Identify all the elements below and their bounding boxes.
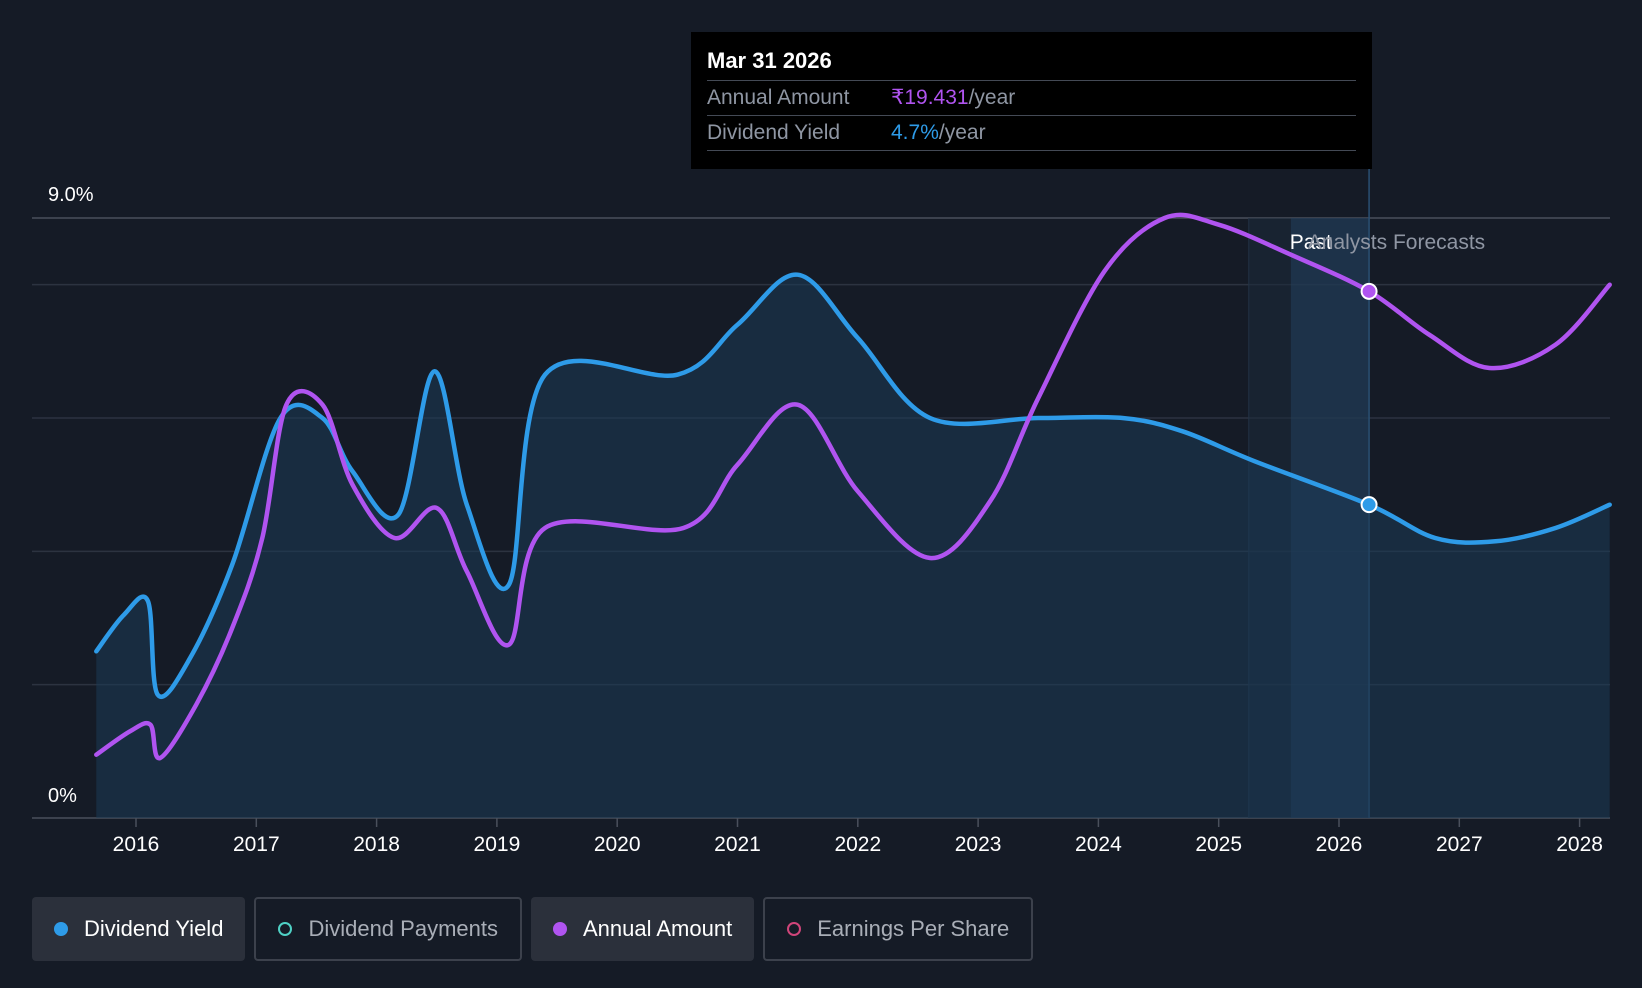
y-axis-label-bottom: 0% <box>48 785 77 807</box>
tooltip-label: Dividend Yield <box>707 121 841 144</box>
legend-dividend-payments[interactable]: Dividend Payments <box>254 897 522 961</box>
dividend-yield-line <box>94 272 1612 699</box>
y-axis-label-top: 9.0% <box>48 184 94 206</box>
x-tick-label: 2024 <box>1075 833 1122 856</box>
x-tick-label: 2027 <box>1436 833 1483 856</box>
x-tick-label: 2023 <box>955 833 1002 856</box>
annual-amount-line <box>94 212 1612 761</box>
legend-label: Annual Amount <box>582 916 733 941</box>
legend-annual-amount[interactable]: Annual Amount <box>530 897 755 961</box>
series-lines <box>94 212 1612 761</box>
tooltip-label: Annual Amount <box>707 86 850 109</box>
x-tick-label: 2026 <box>1316 833 1363 856</box>
hover-markers <box>1360 282 1378 514</box>
legend-dividend-yield[interactable]: Dividend Yield <box>32 897 246 961</box>
legend-dot-icon <box>552 922 567 936</box>
x-tick-label: 2022 <box>834 833 881 856</box>
legend-dot-icon <box>54 922 68 936</box>
tooltip-row-dividend-yield: Dividend Yield 4.7% /year <box>707 116 1356 151</box>
tooltip-row-annual-amount: Annual Amount ₹19.431 /year <box>707 81 1356 116</box>
tooltip-value: ₹19.431 <box>891 86 969 109</box>
legend-label: Dividend Payments <box>308 916 498 941</box>
tooltip-date: Mar 31 2026 <box>707 46 1356 81</box>
legend-label: Earnings Per Share <box>817 916 1010 941</box>
tooltip-unit: /year <box>968 86 1016 109</box>
axis-labels: 9.0% 0% 2016 2017 2018 2019 2020 2021 2022 2023 20… <box>48 184 1603 856</box>
x-tick-label: 2019 <box>474 833 521 856</box>
legend-label: Dividend Yield <box>84 916 224 941</box>
legend-ring-icon <box>278 922 293 936</box>
legend-ring-icon <box>787 922 802 936</box>
forecast-label: Analysts Forecasts <box>1308 231 1485 254</box>
x-tick-label: 2017 <box>233 833 280 856</box>
x-tick-label: 2016 <box>113 833 160 856</box>
tooltip-value: 4.7% <box>891 121 939 144</box>
x-tick-label: 2028 <box>1556 833 1603 856</box>
chart-tooltip: Mar 31 2026 Annual Amount ₹19.431 /year … <box>691 32 1372 169</box>
tooltip-unit: /year <box>938 121 986 144</box>
yield-area-fill <box>96 274 1610 818</box>
chart-legend: Dividend Yield Dividend Payments Annual … <box>32 897 1034 961</box>
x-tick-label: 2025 <box>1195 833 1242 856</box>
yield-area <box>96 274 1610 818</box>
past-label: Past <box>1290 231 1332 254</box>
x-tick-label: 2018 <box>353 833 400 856</box>
x-tick-label: 2021 <box>714 833 761 856</box>
annual-amount-marker <box>1360 282 1378 300</box>
legend-earnings-per-share[interactable]: Earnings Per Share <box>763 897 1034 961</box>
dividend-yield-marker <box>1360 496 1378 514</box>
x-tick-label: 2020 <box>594 833 641 856</box>
